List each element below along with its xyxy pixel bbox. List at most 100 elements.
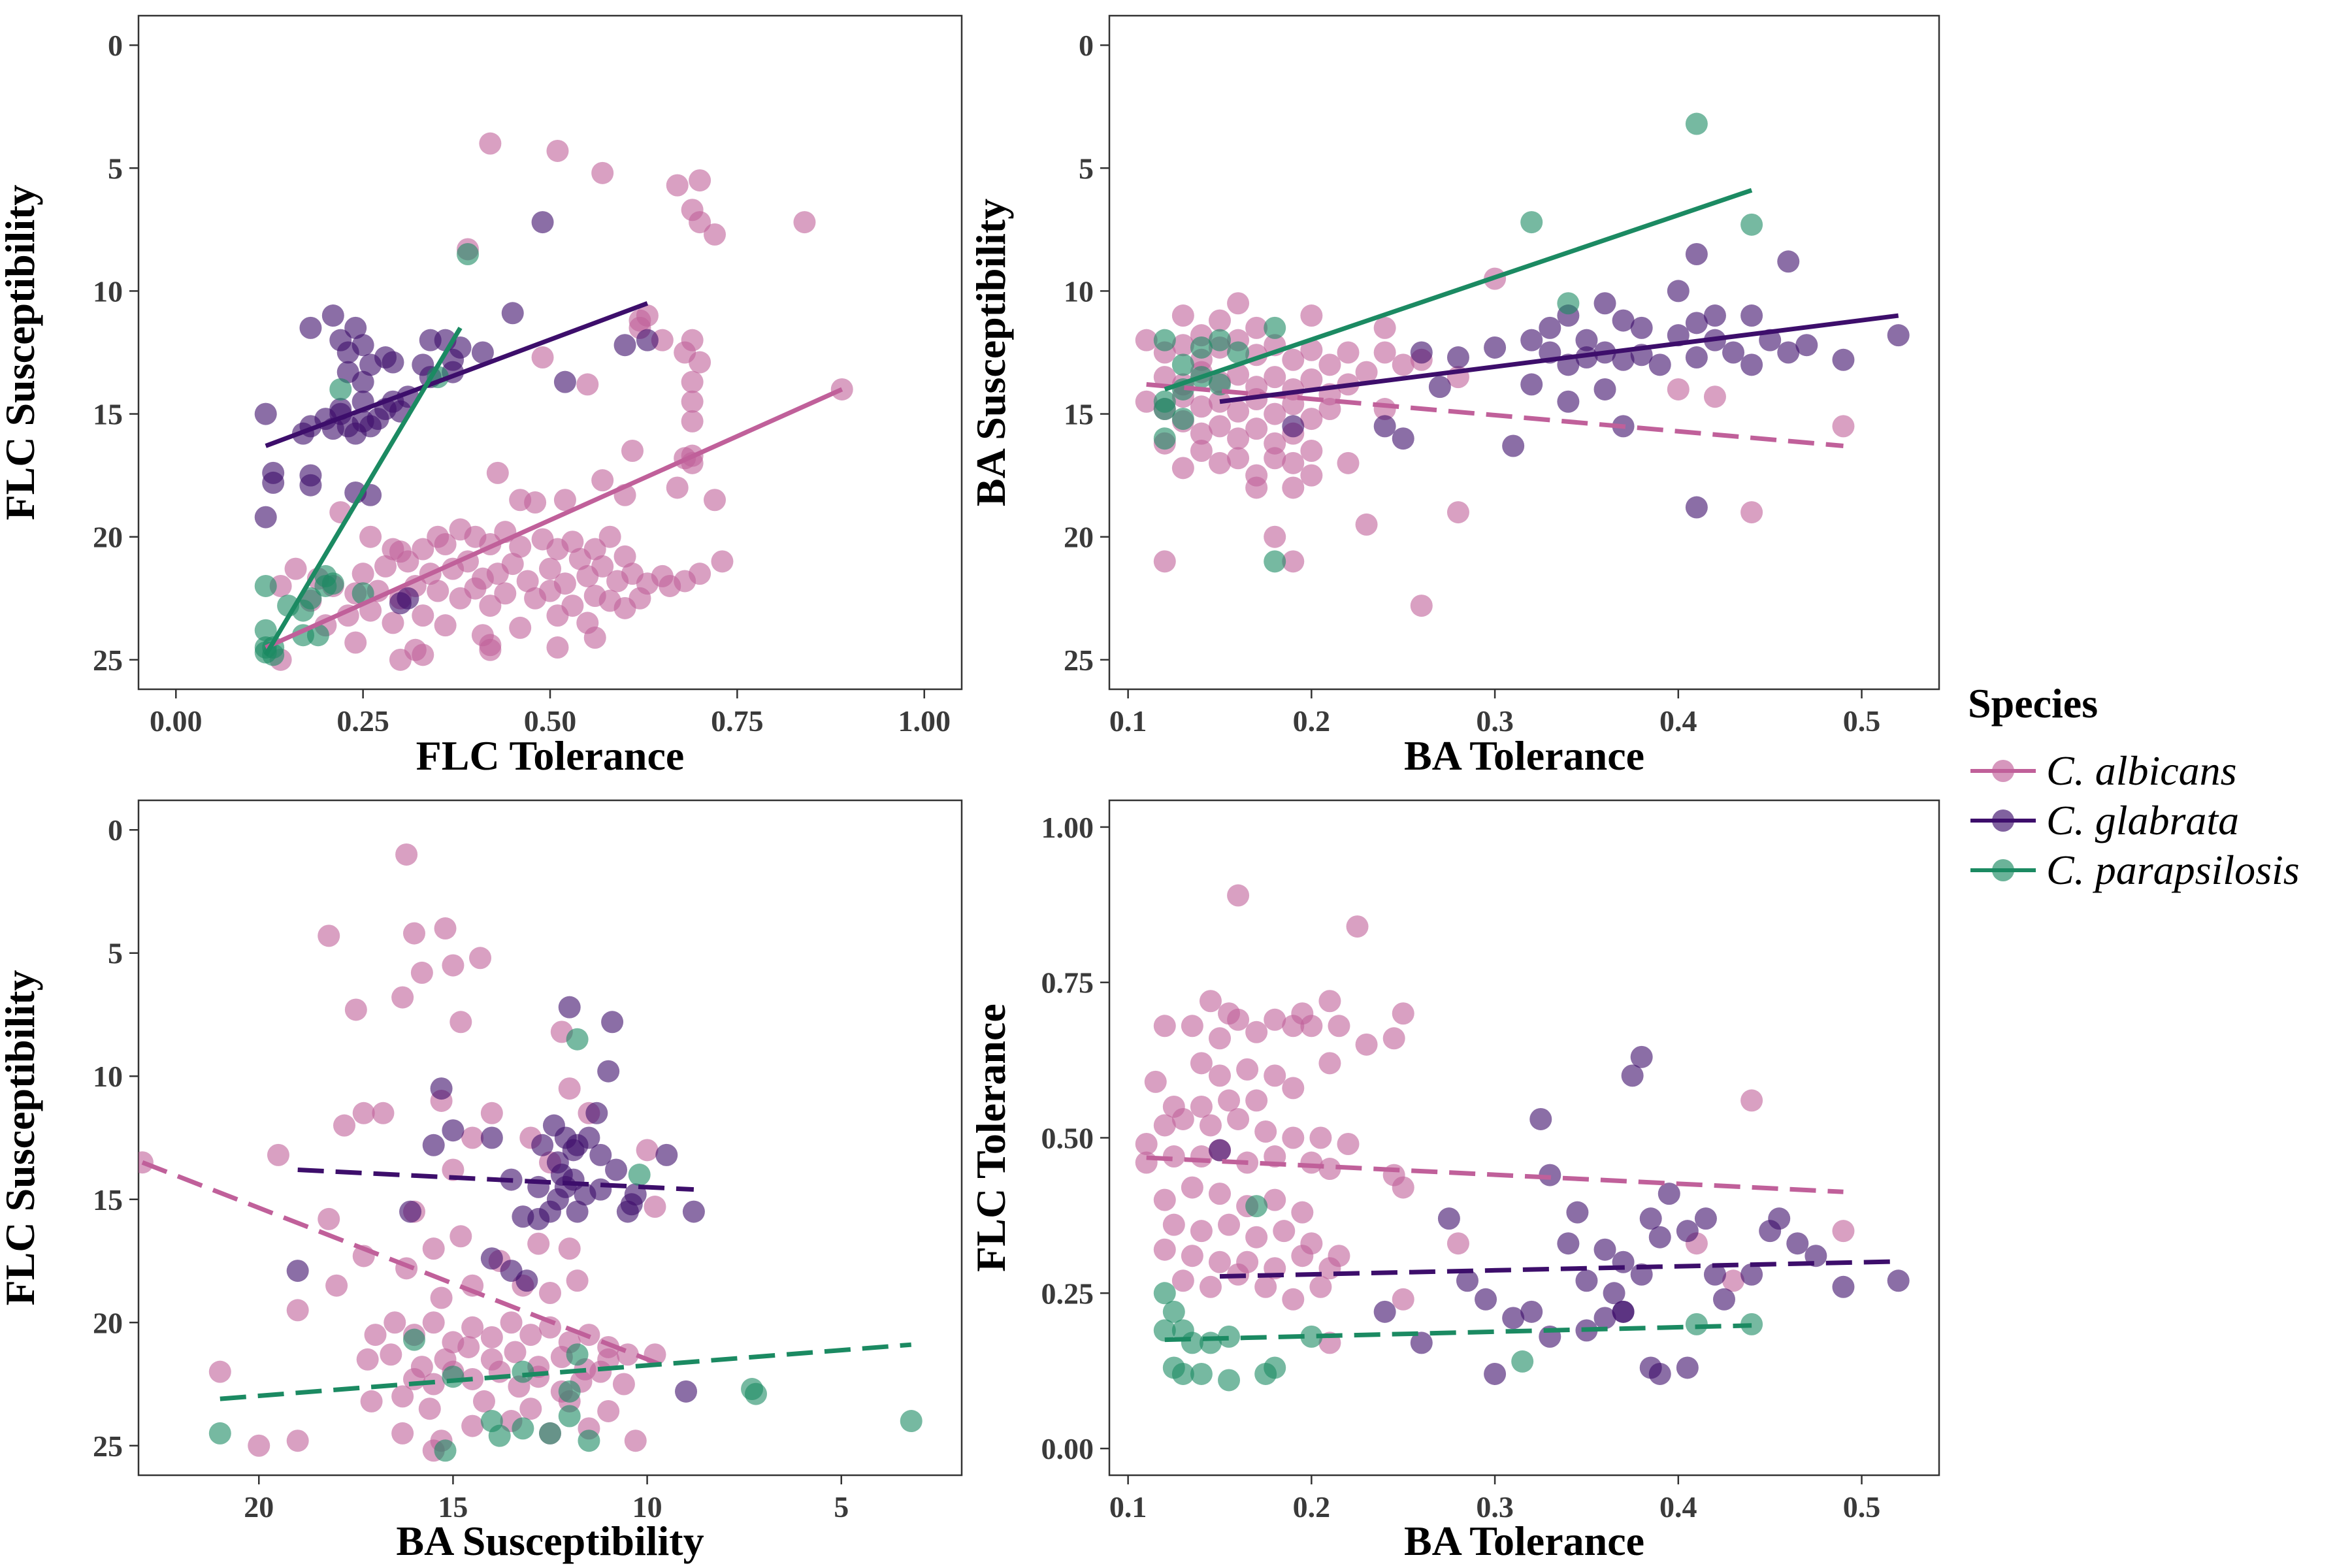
point-parapsilosis bbox=[1520, 211, 1543, 234]
point-albicans bbox=[1245, 316, 1268, 339]
point-albicans bbox=[286, 1429, 309, 1452]
point-glabrata bbox=[675, 1380, 698, 1403]
fit-line-parapsilosis bbox=[1164, 188, 1753, 392]
point-glabrata bbox=[1410, 341, 1433, 364]
point-albicans bbox=[434, 917, 457, 940]
point-albicans bbox=[681, 410, 704, 433]
point-glabrata bbox=[397, 587, 419, 610]
fit-line-albicans bbox=[1146, 1155, 1844, 1194]
plot-area bbox=[254, 132, 853, 671]
point-albicans bbox=[1199, 990, 1222, 1013]
point-parapsilosis bbox=[1264, 316, 1286, 339]
point-albicans bbox=[1740, 1089, 1763, 1112]
fit-line-glabrata bbox=[1219, 313, 1899, 404]
point-albicans bbox=[1181, 1015, 1203, 1037]
point-parapsilosis bbox=[1245, 1195, 1268, 1218]
point-albicans bbox=[434, 532, 457, 555]
point-albicans bbox=[1264, 525, 1286, 548]
point-albicans bbox=[412, 538, 434, 561]
x-tick-label: 0.00 bbox=[150, 704, 203, 738]
point-albicans bbox=[546, 604, 569, 627]
point-albicans bbox=[1153, 1238, 1176, 1261]
point-parapsilosis bbox=[1153, 398, 1176, 421]
point-parapsilosis bbox=[1190, 336, 1213, 359]
point-glabrata bbox=[1612, 1300, 1635, 1323]
point-albicans bbox=[494, 582, 517, 605]
point-glabrata bbox=[1502, 1307, 1525, 1330]
point-glabrata bbox=[1887, 1269, 1910, 1292]
y-tick-label: 10 bbox=[1064, 274, 1094, 308]
point-albicans bbox=[1300, 304, 1323, 327]
point-albicans bbox=[1264, 447, 1286, 470]
point-glabrata bbox=[1676, 1356, 1699, 1379]
point-parapsilosis bbox=[1685, 1313, 1708, 1335]
point-albicans bbox=[1309, 1275, 1332, 1298]
point-albicans bbox=[1162, 1145, 1185, 1168]
point-glabrata bbox=[515, 1269, 538, 1292]
point-albicans bbox=[1245, 1021, 1268, 1043]
point-albicans bbox=[624, 1429, 647, 1452]
point-parapsilosis bbox=[1264, 1356, 1286, 1379]
point-glabrata bbox=[1887, 324, 1910, 347]
fit-line-glabrata bbox=[297, 1168, 694, 1192]
point-albicans bbox=[1171, 334, 1194, 357]
point-glabrata bbox=[1520, 373, 1543, 396]
point-albicans bbox=[384, 1311, 406, 1334]
point-albicans bbox=[442, 954, 465, 977]
point-glabrata bbox=[1667, 280, 1690, 302]
point-parapsilosis bbox=[1300, 1325, 1323, 1348]
point-glabrata bbox=[1566, 1201, 1589, 1224]
point-glabrata bbox=[597, 1060, 620, 1083]
point-glabrata bbox=[1777, 250, 1800, 273]
y-tick-label: 20 bbox=[93, 1306, 123, 1339]
point-albicans bbox=[1227, 447, 1250, 470]
point-glabrata bbox=[299, 316, 322, 339]
point-glabrata bbox=[605, 1158, 628, 1181]
point-albicans bbox=[1171, 1107, 1194, 1130]
point-albicans bbox=[681, 390, 704, 413]
point-glabrata bbox=[1208, 1139, 1231, 1162]
legend-dot-parapsilosis bbox=[1992, 859, 2014, 881]
point-albicans bbox=[479, 595, 502, 617]
legend-label-parapsilosis: C. parapsilosis bbox=[2046, 847, 2300, 893]
point-glabrata bbox=[1575, 1269, 1598, 1292]
point-glabrata bbox=[1712, 1288, 1735, 1311]
point-parapsilosis bbox=[1511, 1350, 1534, 1373]
point-albicans bbox=[1190, 440, 1213, 463]
point-albicans bbox=[1236, 1058, 1259, 1081]
point-parapsilosis bbox=[745, 1382, 767, 1405]
point-albicans bbox=[1227, 1107, 1250, 1130]
point-glabrata bbox=[262, 471, 285, 494]
point-albicans bbox=[1264, 1064, 1286, 1087]
point-parapsilosis bbox=[1740, 1313, 1763, 1335]
point-albicans bbox=[395, 843, 418, 866]
point-albicans bbox=[449, 1225, 472, 1248]
point-parapsilosis bbox=[1218, 1325, 1241, 1348]
fit-line-glabrata bbox=[265, 301, 649, 448]
point-albicans bbox=[1218, 1089, 1241, 1112]
point-glabrata bbox=[558, 996, 581, 1019]
point-albicans bbox=[457, 1335, 480, 1358]
point-albicans bbox=[464, 577, 487, 600]
point-albicans bbox=[539, 1316, 561, 1339]
point-albicans bbox=[1181, 1245, 1203, 1267]
point-parapsilosis bbox=[566, 1343, 589, 1366]
point-glabrata bbox=[1502, 434, 1525, 457]
point-albicans bbox=[666, 476, 689, 499]
point-albicans bbox=[1392, 353, 1414, 376]
point-albicans bbox=[509, 535, 532, 558]
point-albicans bbox=[1153, 366, 1176, 389]
plot-area bbox=[1135, 884, 1910, 1392]
point-parapsilosis bbox=[558, 1405, 581, 1428]
point-glabrata bbox=[1832, 1275, 1855, 1298]
point-albicans bbox=[1373, 341, 1396, 364]
point-albicans bbox=[1208, 415, 1231, 438]
y-tick-label: 0.50 bbox=[1041, 1122, 1094, 1155]
point-albicans bbox=[1218, 1213, 1241, 1236]
point-albicans bbox=[591, 469, 614, 492]
point-glabrata bbox=[1795, 334, 1818, 357]
legend-item-albicans: C. albicans bbox=[1970, 747, 2237, 794]
point-glabrata bbox=[512, 1205, 534, 1228]
point-glabrata bbox=[1630, 316, 1653, 339]
